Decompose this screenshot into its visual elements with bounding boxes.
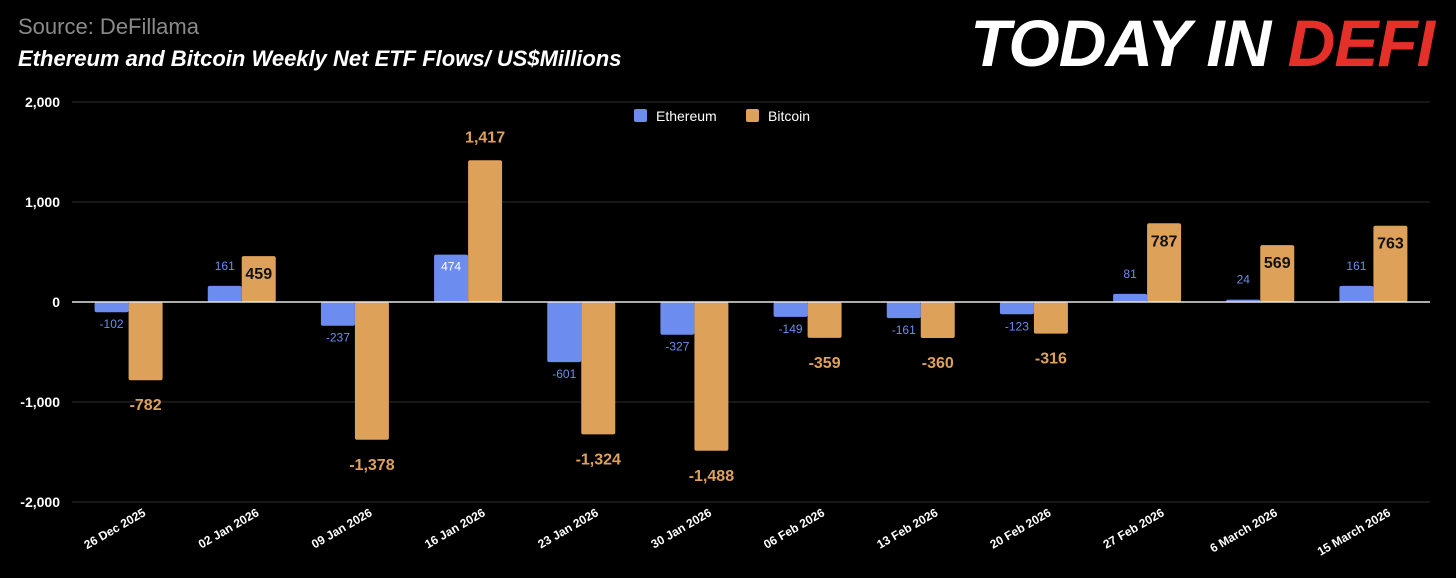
bitcoin-bar [1033, 302, 1068, 334]
bitcoin-bar [807, 302, 842, 338]
bitcoin-bar [1373, 225, 1408, 302]
ethereum-data-label: -102 [100, 317, 124, 331]
ethereum-bar [207, 285, 242, 302]
bitcoin-data-label: -359 [809, 355, 841, 372]
ethereum-data-label: -123 [1005, 319, 1029, 333]
legend-ethereum-label: Ethereum [656, 108, 717, 124]
bitcoin-bar [354, 302, 389, 440]
ethereum-data-label: -237 [326, 331, 350, 345]
y-tick-label: 0 [52, 294, 60, 310]
y-tick-label: 1,000 [25, 194, 60, 210]
ethereum-data-label: -601 [552, 367, 576, 381]
x-tick-label: 15 March 2026 [1315, 505, 1393, 558]
x-tick-label: 20 Feb 2026 [987, 505, 1053, 551]
ethereum-data-label: 24 [1237, 273, 1251, 287]
bitcoin-data-label: -316 [1035, 351, 1067, 368]
x-tick-label: 16 Jan 2026 [422, 505, 488, 551]
x-tick-label: 27 Feb 2026 [1101, 505, 1167, 551]
x-tick-label: 6 March 2026 [1207, 505, 1280, 555]
source-label: Source: DeFillama [18, 14, 199, 39]
bitcoin-data-label: -782 [130, 397, 162, 414]
ethereum-data-label: 161 [1346, 259, 1366, 273]
ethereum-data-label: 161 [215, 259, 235, 273]
brand-word-today-in: TODAY IN [970, 6, 1288, 80]
y-tick-label: -1,000 [20, 394, 60, 410]
x-tick-label: 30 Jan 2026 [649, 505, 715, 551]
legend-bitcoin-swatch [746, 109, 759, 122]
legend-ethereum-swatch [634, 109, 647, 122]
brand-word-defi: DEFI [1287, 6, 1435, 80]
ethereum-bar [320, 302, 355, 326]
ethereum-bar [1339, 285, 1374, 302]
ethereum-bar [660, 302, 695, 335]
x-tick-label: 02 Jan 2026 [196, 505, 262, 551]
bitcoin-data-label: -360 [922, 355, 954, 372]
ethereum-bar [886, 302, 921, 319]
bitcoin-bar [920, 302, 955, 338]
ethereum-bar [1113, 293, 1148, 302]
ethereum-data-label: -161 [892, 323, 916, 337]
ethereum-bar [773, 302, 808, 317]
ethereum-data-label: 81 [1123, 267, 1137, 281]
ethereum-data-label: -149 [779, 322, 803, 336]
x-tick-label: 23 Jan 2026 [535, 505, 601, 551]
bitcoin-data-label: -1,324 [576, 451, 621, 468]
bitcoin-data-label: 787 [1151, 233, 1178, 250]
bitcoin-bar [694, 302, 729, 451]
brand-logo: TODAY IN DEFI [970, 10, 1435, 76]
x-tick-label: 06 Feb 2026 [761, 505, 827, 551]
bitcoin-bar [468, 160, 503, 302]
ethereum-bar [547, 302, 582, 363]
x-tick-label: 09 Jan 2026 [309, 505, 375, 551]
bitcoin-data-label: -1,488 [689, 468, 734, 485]
ethereum-bar [999, 302, 1034, 315]
y-tick-label: -2,000 [20, 494, 60, 510]
ethereum-data-label: 474 [441, 260, 461, 274]
bitcoin-bar [581, 302, 616, 435]
bitcoin-data-label: -1,378 [349, 457, 394, 474]
y-tick-label: 2,000 [25, 94, 60, 110]
chart-title: Ethereum and Bitcoin Weekly Net ETF Flow… [18, 46, 622, 71]
x-tick-label: 13 Feb 2026 [874, 505, 940, 551]
bitcoin-data-label: 459 [245, 266, 272, 283]
ethereum-bar [94, 302, 129, 313]
ethereum-bar [434, 254, 469, 302]
legend-bitcoin-label: Bitcoin [768, 108, 810, 124]
x-tick-label: 26 Dec 2025 [82, 505, 149, 552]
bitcoin-data-label: 569 [1264, 255, 1291, 272]
ethereum-data-label: -327 [665, 340, 689, 354]
bitcoin-data-label: 763 [1377, 236, 1404, 253]
bitcoin-bar [1260, 245, 1295, 302]
bitcoin-data-label: 1,417 [465, 129, 505, 146]
bitcoin-bar [241, 256, 276, 302]
bitcoin-bar [1147, 223, 1182, 302]
bitcoin-bar [128, 302, 163, 381]
